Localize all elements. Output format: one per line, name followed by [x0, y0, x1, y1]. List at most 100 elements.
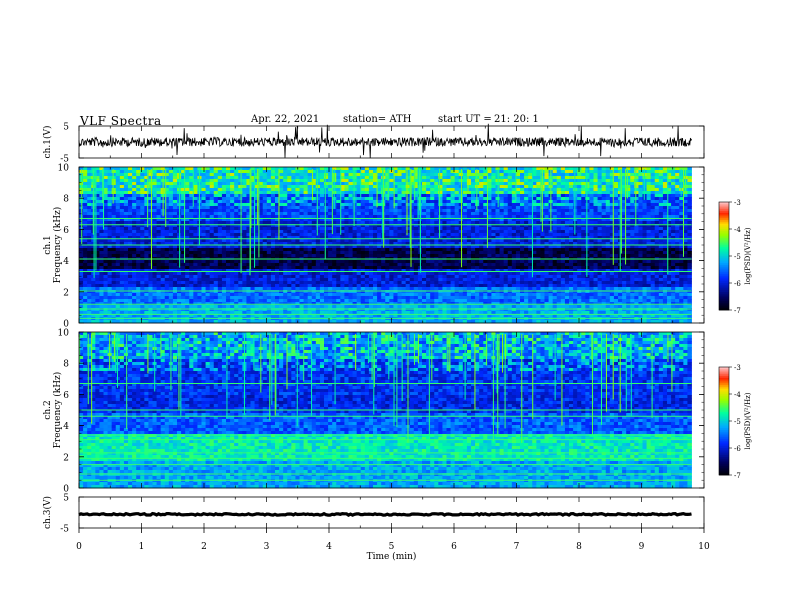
spectrogram-cell: [266, 206, 272, 210]
spectrogram-cell: [152, 248, 157, 252]
spectrogram-cell: [520, 230, 525, 234]
spectrogram-cell: [687, 248, 692, 252]
spectrogram-cell: [532, 218, 537, 222]
spectrogram-cell: [352, 182, 358, 186]
spectrogram-cell: [266, 233, 272, 237]
spectrogram-cell: [87, 221, 92, 225]
spectrogram-cell: [250, 170, 255, 174]
spectrogram-cell: [499, 224, 505, 228]
spectrogram-cell: [226, 182, 231, 186]
spectrogram-cell: [172, 182, 178, 186]
spectrogram-cell: [230, 227, 235, 231]
spectrogram-cell: [221, 191, 227, 195]
spectrogram-cell: [650, 254, 656, 258]
spectrogram-cell: [152, 191, 157, 195]
spectrogram-cell: [650, 251, 656, 255]
spectrogram-cell: [87, 251, 92, 255]
spectrogram-cell: [128, 236, 133, 240]
spectrogram-cell: [520, 179, 525, 183]
spectrogram-cell: [422, 251, 427, 255]
spectrogram-cell: [201, 182, 206, 186]
spectrogram-cell: [601, 191, 607, 195]
spectrogram-cell: [315, 170, 321, 174]
spectrogram-cell: [634, 197, 639, 201]
spectrogram-cell: [564, 176, 570, 180]
spectrogram-cell: [242, 239, 247, 243]
spectrogram-cell: [544, 227, 549, 231]
spectrogram-cell: [258, 233, 264, 237]
spectrogram-cell: [442, 251, 447, 255]
spectrogram-cell: [368, 188, 374, 192]
spectrogram-cell: [405, 245, 411, 249]
spectrogram-cell: [434, 179, 439, 183]
spectrogram-cell: [507, 218, 513, 222]
spectrogram-cell: [152, 206, 157, 210]
spectrogram-cell: [507, 179, 513, 183]
spectrogram-cell: [168, 248, 174, 252]
spectrogram-cell: [123, 263, 129, 267]
spectrogram-cell: [654, 200, 660, 204]
spectrogram-cell: [201, 224, 206, 228]
spectrogram-cell: [246, 260, 251, 264]
spectrogram-cell: [552, 179, 558, 183]
spectrogram-cell: [234, 200, 239, 204]
spectrogram-cell: [483, 245, 488, 249]
spectrogram-cell: [226, 206, 231, 210]
spectrogram-cell: [172, 260, 178, 264]
spectrogram-cell: [103, 185, 108, 189]
spectrogram-cell: [520, 242, 525, 246]
spectrogram-cell: [679, 245, 684, 249]
spectrogram-cell: [83, 194, 88, 198]
spectrogram-cell: [679, 224, 684, 228]
spectrogram-cell: [520, 239, 525, 243]
spectrogram-cell: [601, 233, 607, 237]
spectrogram-cell: [475, 167, 480, 171]
spectrogram-cell: [152, 203, 157, 207]
spectrogram-cell: [221, 242, 227, 246]
spectrogram-cell: [454, 245, 460, 249]
spectrogram-cell: [532, 206, 537, 210]
spectrogram-cell: [524, 167, 529, 171]
spectrogram-cell: [107, 224, 113, 228]
spectrogram-cell: [597, 236, 603, 240]
spectrogram-cell: [515, 173, 521, 177]
spectrogram-cell: [564, 236, 570, 240]
spectrogram-cell: [577, 218, 582, 222]
spectrogram-cell: [356, 236, 362, 240]
spectrogram-cell: [168, 206, 174, 210]
spectrogram-cell: [201, 185, 206, 189]
spectrogram-cell: [238, 227, 243, 231]
spectrogram-cell: [279, 263, 284, 267]
spectrogram-cell: [626, 221, 631, 225]
spectrogram-cell: [507, 203, 513, 207]
spectrogram-cell: [679, 227, 684, 231]
spectrogram-cell: [307, 209, 313, 213]
spectrogram-cell: [577, 260, 582, 264]
spectrogram-cell: [609, 239, 615, 243]
spectrogram-cell: [413, 239, 419, 243]
spectrogram-cell: [503, 248, 509, 252]
spectrogram-cell: [536, 206, 541, 210]
spectrogram-cell: [507, 206, 513, 210]
spectrogram-cell: [181, 263, 186, 267]
spectrogram-cell: [475, 263, 480, 267]
spectrogram-cell: [495, 239, 500, 243]
spectrogram-cell: [140, 167, 145, 171]
spectrogram-cell: [650, 173, 656, 177]
spectrogram-cell: [336, 251, 341, 255]
spectrogram-cell: [136, 260, 141, 264]
spectrogram-cell: [397, 206, 402, 210]
spectrogram-cell: [250, 245, 255, 249]
spectrogram-cell: [634, 221, 639, 225]
spectrogram-cell: [536, 203, 541, 207]
spectrogram-cell: [168, 260, 174, 264]
spectrogram-cell: [511, 260, 517, 264]
spectrogram-cell: [511, 185, 517, 189]
spectrogram-cell: [524, 242, 529, 246]
spectrogram-cell: [450, 206, 456, 210]
spectrogram-cell: [438, 233, 443, 237]
spectrogram-cell: [230, 263, 235, 267]
spectrogram-cell: [446, 251, 451, 255]
spectrogram-cell: [270, 179, 276, 183]
spectrogram-cell: [148, 260, 153, 264]
